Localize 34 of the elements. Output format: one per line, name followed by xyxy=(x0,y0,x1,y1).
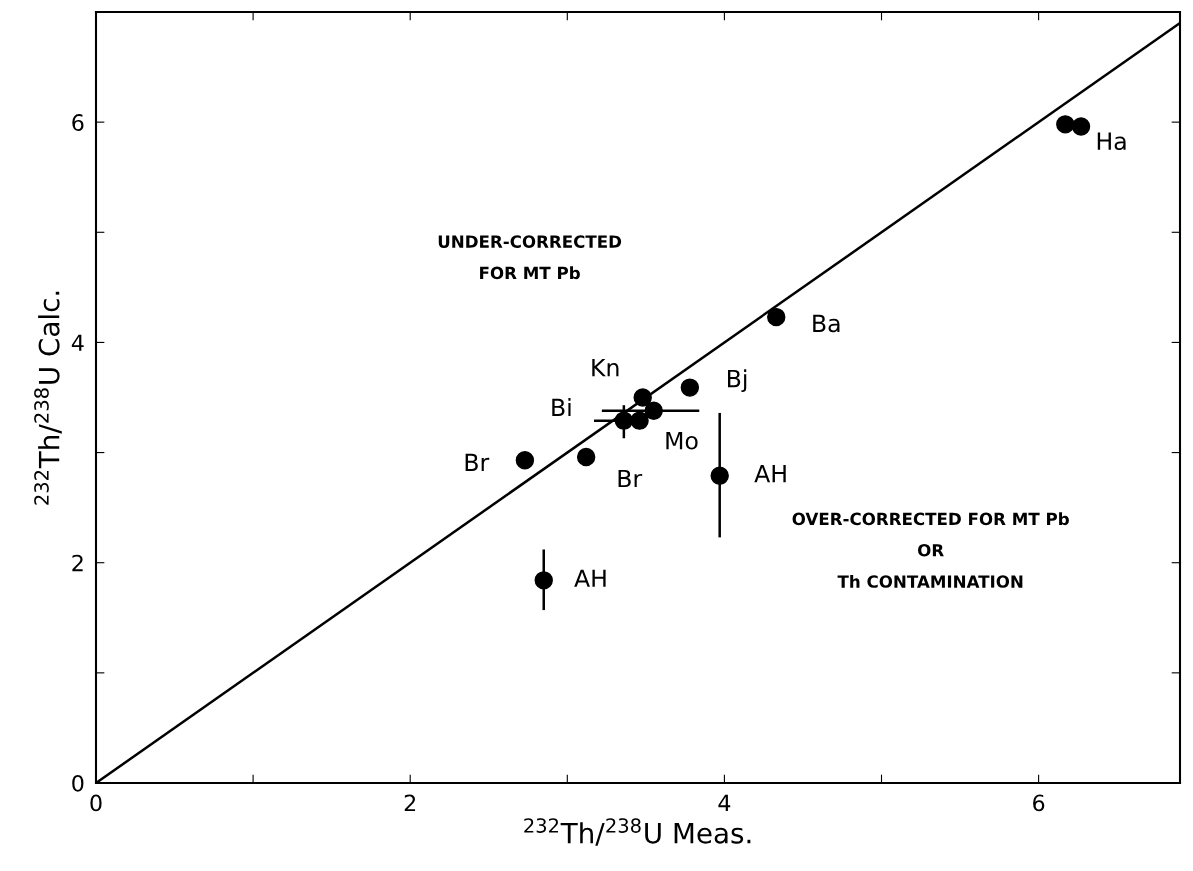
annotation: Ha xyxy=(1097,132,1126,151)
annotation: Bi xyxy=(552,398,571,417)
x-axis-title: $^{232}$Th/$^{238}$U Meas. xyxy=(524,818,751,846)
point xyxy=(1071,117,1091,136)
point xyxy=(633,388,652,407)
annotation: Br xyxy=(465,453,490,471)
annotation: Kn xyxy=(592,359,619,377)
point xyxy=(534,571,553,590)
annotation: UNDER-CORRECTED FOR MT Pb xyxy=(438,235,622,280)
annotation: AH xyxy=(754,465,786,483)
point xyxy=(767,307,786,327)
point xyxy=(515,451,535,470)
point xyxy=(644,401,663,420)
point xyxy=(576,447,596,467)
annotation: Mo xyxy=(666,431,698,450)
y-tick-label: 4 xyxy=(71,334,84,351)
y-tick-label: 2 xyxy=(72,554,83,572)
annotation: Bj xyxy=(728,369,747,393)
point xyxy=(614,411,634,430)
point xyxy=(1056,115,1075,134)
annotation: Br xyxy=(618,469,643,488)
annotation: AH xyxy=(574,569,606,587)
x-tick-label: 2 xyxy=(404,794,416,811)
y-tick-label: 0 xyxy=(72,774,84,792)
x-tick-label: 0 xyxy=(90,794,102,812)
y-tick-label: 6 xyxy=(72,114,84,131)
annotation: Ba xyxy=(813,314,840,333)
x-tick-label: 6 xyxy=(1033,794,1045,812)
point xyxy=(680,378,700,397)
annotation: OVER-CORRECTED FOR MT Pb OR Th CONTAMINATION xyxy=(792,512,1069,588)
y-axis-title: $^{232}$Th/$^{238}$U Calc. xyxy=(34,291,62,505)
x-tick-label: 4 xyxy=(718,794,731,811)
point xyxy=(710,466,729,485)
point xyxy=(630,411,649,430)
